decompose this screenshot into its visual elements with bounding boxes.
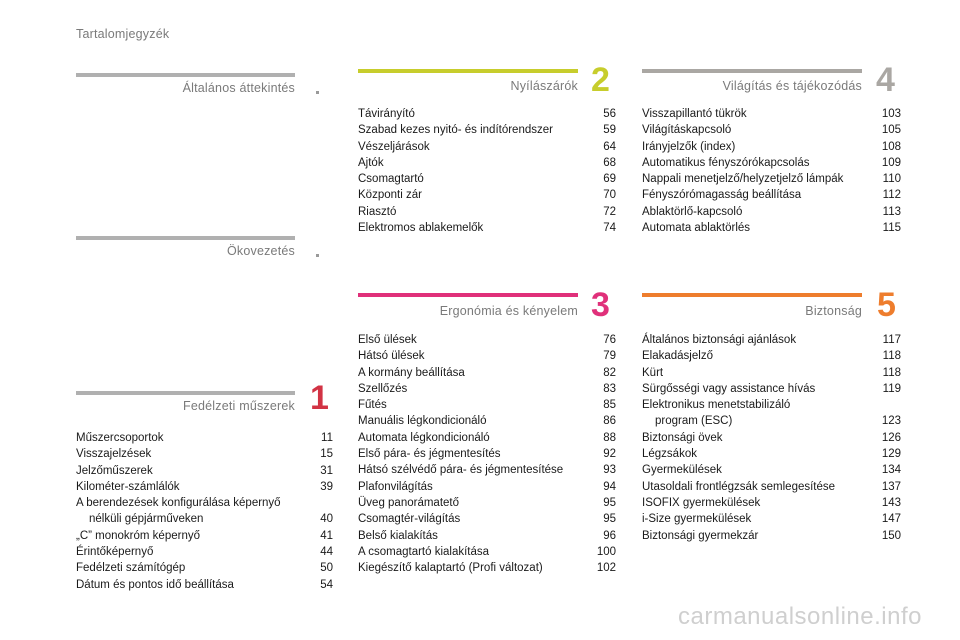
- toc-item[interactable]: Érintőképernyő 44: [76, 546, 333, 559]
- toc-item[interactable]: Automata légkondicionáló 88: [358, 431, 616, 444]
- toc-item[interactable]: Távirányító 56: [358, 108, 616, 120]
- toc-item[interactable]: ISOFIX gyermekülések 143: [642, 496, 901, 509]
- section-bar: [76, 391, 295, 395]
- section-4-lighting: Világítás és tájékozódás 4 Visszapillant…: [642, 63, 901, 236]
- toc-item[interactable]: Hátsó ülések 79: [358, 350, 616, 363]
- section-title: Fedélzeti műszerek: [183, 399, 295, 413]
- toc-item[interactable]: Elektronikus menetstabilizáló program (ES…: [642, 399, 901, 428]
- page-title: Tartalomjegyzék: [76, 27, 170, 41]
- toc-item[interactable]: Általános biztonsági ajánlások 117: [642, 334, 901, 346]
- section-bar: [642, 69, 862, 73]
- toc-item[interactable]: Biztonsági övek 126: [642, 431, 901, 444]
- section-number: 3: [591, 286, 610, 324]
- toc-item[interactable]: Plafonvilágítás 94: [358, 480, 616, 493]
- section-2-openings: Nyílászárók 2 Távirányító 56 Szabad kezes…: [358, 63, 616, 236]
- toc-item[interactable]: Manuális légkondicionáló 86: [358, 415, 616, 428]
- toc-item[interactable]: Automata ablaktörlés 115: [642, 222, 901, 235]
- toc-item[interactable]: Visszajelzések 15: [76, 448, 333, 461]
- watermark: carmanualsonline.info: [678, 603, 922, 630]
- section-3-ergonomics: Ergonómia és kényelem 3 Első ülések 76 Há…: [358, 288, 616, 576]
- section-1-instruments: Fedélzeti műszerek 1 Műszercsoportok 11 V…: [76, 381, 333, 593]
- toc-item[interactable]: Csomagtér-világítás 95: [358, 513, 616, 526]
- toc-item[interactable]: Hátsó szélvédő pára- és jégmentesítése 93: [358, 464, 616, 477]
- toc-item[interactable]: Sürgősségi vagy assistance hívás 119: [642, 382, 901, 395]
- toc-list: Visszapillantó tükrök 103 Világításkapcso…: [642, 106, 901, 236]
- toc-item[interactable]: „C” monokróm képernyő 41: [76, 529, 333, 542]
- section-title: Világítás és tájékozódás: [722, 79, 862, 93]
- toc-item[interactable]: Világításkapcsoló 105: [642, 124, 901, 137]
- section-number: 4: [876, 61, 895, 99]
- toc-item[interactable]: Ablaktörlő-kapcsoló 113: [642, 205, 901, 218]
- toc-list: Első ülések 76 Hátsó ülések 79 A kormány b…: [358, 332, 616, 576]
- toc-item[interactable]: Gyermekülések 134: [642, 464, 901, 477]
- toc-item[interactable]: Kiegészítő kalaptartó (Profi változat) 10…: [358, 562, 616, 575]
- section-bar: [76, 236, 295, 240]
- toc-item[interactable]: Központi zár 70: [358, 189, 616, 202]
- toc-item[interactable]: Kürt 118: [642, 366, 901, 379]
- toc-item[interactable]: Jelzőműszerek 31: [76, 464, 333, 477]
- toc-item[interactable]: Dátum és pontos idő beállítása 54: [76, 578, 333, 591]
- section-bar: [76, 73, 295, 77]
- section-bar: [358, 69, 578, 73]
- toc-list: Távirányító 56 Szabad kezes nyitó- és ind…: [358, 106, 616, 236]
- toc-item[interactable]: Első pára- és jégmentesítés 92: [358, 448, 616, 461]
- toc-item[interactable]: Kilométer-számlálók 39: [76, 480, 333, 493]
- toc-item[interactable]: Fényszórómagasság beállítása 112: [642, 189, 901, 202]
- toc-item[interactable]: Elektromos ablakemelők 74: [358, 222, 616, 235]
- toc-item[interactable]: Üveg panorámatető 95: [358, 496, 616, 509]
- toc-item[interactable]: Belső kialakítás 96: [358, 529, 616, 542]
- toc-item[interactable]: Csomagtartó 69: [358, 173, 616, 186]
- toc-item[interactable]: Irányjelzők (index) 108: [642, 140, 901, 153]
- toc-item[interactable]: A berendezések konfigurálása képernyő nél…: [76, 497, 333, 526]
- toc-item[interactable]: Elakadásjelző 118: [642, 350, 901, 363]
- toc-list: Műszercsoportok 11 Visszajelzések 15 Jelző…: [76, 430, 333, 593]
- toc-item[interactable]: Szabad kezes nyitó- és indítórendszer 59: [358, 124, 616, 137]
- section-bar: [642, 293, 862, 297]
- toc-item[interactable]: A csomagtartó kialakítása 100: [358, 545, 616, 558]
- toc-item[interactable]: Biztonsági gyermekzár 150: [642, 529, 901, 542]
- toc-item[interactable]: Fedélzeti számítógép 50: [76, 562, 333, 575]
- section-general-overview[interactable]: Általános áttekintés: [76, 73, 295, 103]
- toc-item[interactable]: Automatikus fényszórókapcsolás 109: [642, 156, 901, 169]
- section-title: Általános áttekintés: [182, 81, 295, 95]
- toc-item[interactable]: Szellőzés 83: [358, 382, 616, 395]
- toc-item[interactable]: Első ülések 76: [358, 334, 616, 346]
- section-title: Ergonómia és kényelem: [439, 304, 578, 318]
- section-title: Ökovezetés: [226, 244, 295, 258]
- section-number: 5: [877, 286, 896, 324]
- toc-item[interactable]: Fűtés 85: [358, 399, 616, 412]
- toc-item[interactable]: i-Size gyermekülések 147: [642, 513, 901, 526]
- section-bar: [358, 293, 578, 297]
- section-title: Nyílászárók: [510, 79, 578, 93]
- section-title: Biztonság: [805, 304, 862, 318]
- toc-item[interactable]: Műszercsoportok 11: [76, 432, 333, 444]
- toc-item[interactable]: Visszapillantó tükrök 103: [642, 108, 901, 120]
- bullet-dot: [316, 91, 319, 94]
- section-eco-driving[interactable]: Ökovezetés: [76, 236, 295, 266]
- toc-item[interactable]: Ajtók 68: [358, 156, 616, 169]
- toc-item[interactable]: A kormány beállítása 82: [358, 366, 616, 379]
- section-number: 1: [310, 379, 329, 417]
- toc-item[interactable]: Riasztó 72: [358, 205, 616, 218]
- toc-item[interactable]: Légzsákok 129: [642, 448, 901, 461]
- toc-list: Általános biztonsági ajánlások 117 Elakad…: [642, 332, 901, 544]
- bullet-dot: [316, 254, 319, 257]
- section-number: 2: [591, 61, 610, 99]
- toc-item[interactable]: Nappali menetjelző/helyzetjelző lámpák 11…: [642, 173, 901, 186]
- toc-item[interactable]: Utasoldali frontlégzsák semlegesítése 137: [642, 480, 901, 493]
- toc-item[interactable]: Vészeljárások 64: [358, 140, 616, 153]
- section-5-safety: Biztonság 5 Általános biztonsági ajánlás…: [642, 288, 901, 544]
